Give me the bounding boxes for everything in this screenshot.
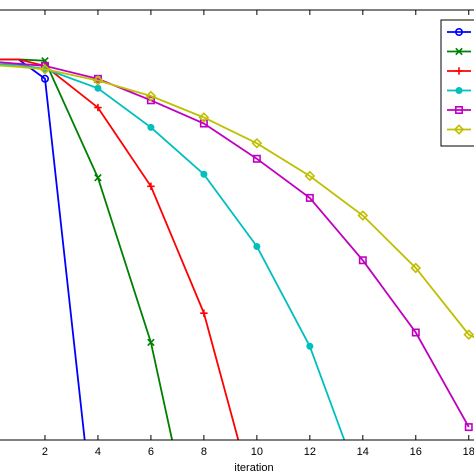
data-point: [198, 112, 210, 123]
data-point: [253, 243, 261, 250]
data-point: [146, 96, 155, 105]
x-tick-label: 2: [42, 446, 48, 458]
legend-entry: [447, 124, 471, 135]
x-tick-label: 8: [201, 446, 207, 458]
x-tick-label: 10: [251, 446, 263, 458]
data-point: [147, 338, 155, 347]
data-point: [94, 84, 102, 92]
plot-area: [0, 56, 474, 440]
axes-frame: [0, 9, 474, 441]
x-axis-label: iteration: [234, 462, 273, 474]
data-point: [455, 47, 463, 56]
series-2: [0, 56, 173, 440]
data-point: [411, 328, 420, 337]
x-tick-label: 6: [148, 446, 154, 458]
x-tick-label: 12: [304, 446, 316, 458]
data-point: [306, 342, 314, 350]
data-point: [358, 256, 367, 265]
data-point: [454, 106, 463, 115]
data-point: [200, 170, 208, 178]
series-line: [0, 63, 346, 440]
series-1: [0, 58, 86, 440]
data-point: [147, 182, 155, 190]
data-point: [455, 67, 463, 75]
data-point: [251, 137, 263, 149]
data-point: [94, 103, 102, 112]
data-point: [94, 173, 102, 182]
data-point: [463, 329, 474, 340]
series-line: [0, 61, 470, 428]
data-point: [252, 154, 261, 163]
data-point: [147, 123, 155, 131]
series-line: [0, 58, 86, 440]
data-point: [199, 119, 208, 128]
data-point: [410, 262, 422, 274]
axes: 2 4 6 8 10 12 14 16 18: [0, 9, 474, 458]
legend-box: [440, 19, 474, 147]
x-tick-label: 4: [95, 446, 101, 458]
data-point: [455, 87, 463, 94]
legend-entry: [447, 67, 471, 75]
series-line: [0, 64, 474, 339]
series-4: [0, 63, 346, 440]
data-point: [200, 309, 208, 317]
data-point: [304, 170, 316, 182]
series-6: [0, 64, 474, 340]
data-point: [357, 210, 369, 221]
data-point: [464, 423, 473, 432]
data-point: [40, 74, 49, 83]
legend-entry: [447, 47, 471, 56]
data-point: [453, 124, 465, 135]
legend-entry: [447, 27, 471, 36]
legend-entry: [447, 87, 471, 94]
data-point: [39, 64, 51, 75]
legend-entry: [447, 106, 471, 115]
data-point: [305, 193, 314, 202]
data-point: [92, 75, 104, 86]
series-line: [0, 58, 173, 440]
x-tick-label: 16: [410, 446, 422, 458]
x-tick-label: 18: [463, 446, 474, 458]
legend: [440, 19, 474, 147]
x-tick-label: 14: [357, 446, 369, 458]
data-point: [454, 27, 463, 36]
data-point: [145, 90, 157, 102]
